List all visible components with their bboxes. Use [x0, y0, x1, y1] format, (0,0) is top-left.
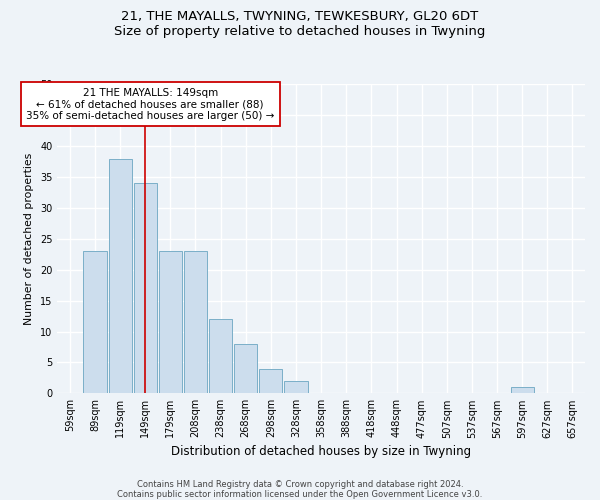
Bar [159, 252, 182, 394]
Bar [184, 252, 207, 394]
Bar [284, 381, 308, 394]
Bar [209, 319, 232, 394]
Y-axis label: Number of detached properties: Number of detached properties [25, 153, 34, 325]
Bar [109, 158, 131, 394]
Bar [234, 344, 257, 394]
Text: 21, THE MAYALLS, TWYNING, TEWKESBURY, GL20 6DT
Size of property relative to deta: 21, THE MAYALLS, TWYNING, TEWKESBURY, GL… [115, 10, 485, 38]
Text: Contains HM Land Registry data © Crown copyright and database right 2024.
Contai: Contains HM Land Registry data © Crown c… [118, 480, 482, 499]
Text: 21 THE MAYALLS: 149sqm
← 61% of detached houses are smaller (88)
35% of semi-det: 21 THE MAYALLS: 149sqm ← 61% of detached… [26, 88, 274, 121]
Bar [83, 252, 107, 394]
Bar [259, 368, 283, 394]
X-axis label: Distribution of detached houses by size in Twyning: Distribution of detached houses by size … [171, 444, 471, 458]
Bar [134, 184, 157, 394]
Bar [511, 387, 534, 394]
